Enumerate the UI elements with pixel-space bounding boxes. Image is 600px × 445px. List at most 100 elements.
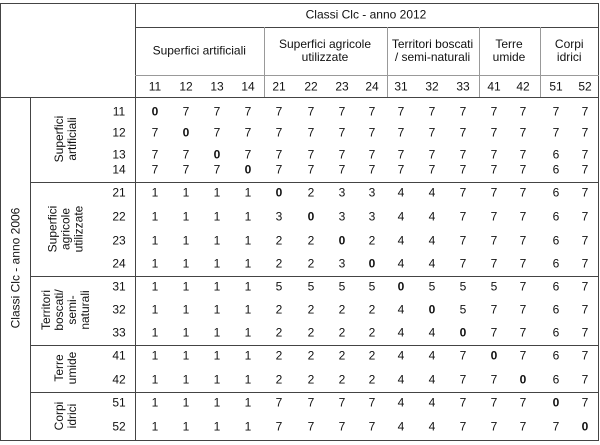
cell: 1 [182, 419, 190, 434]
cell: 7 [581, 185, 589, 200]
col-code: 32 [425, 79, 439, 94]
cell: 7 [151, 147, 159, 162]
col-group-label: Corpi idrici [554, 37, 584, 64]
cell: 1 [182, 233, 190, 248]
cell: 5 [275, 279, 283, 294]
col-group-divider [478, 27, 480, 97]
cell: 0 [397, 279, 405, 294]
row-code: 21 [112, 185, 126, 200]
cell: 3 [368, 209, 376, 224]
cell: 7 [368, 162, 376, 177]
cell: 7 [338, 104, 346, 119]
col-code: 13 [210, 79, 224, 94]
cell: 7 [307, 162, 315, 177]
cell: 7 [459, 348, 467, 363]
cell: 1 [151, 185, 159, 200]
cell: 7 [490, 395, 498, 410]
cell: 7 [428, 125, 436, 140]
cell: 7 [459, 395, 467, 410]
cell: 7 [490, 302, 498, 317]
col-code: 11 [148, 79, 162, 94]
cell: 1 [151, 395, 159, 410]
cell: 4 [428, 233, 436, 248]
cell: 7 [552, 419, 560, 434]
cell: 2 [368, 302, 376, 317]
cell: 7 [368, 147, 376, 162]
cell: 7 [581, 209, 589, 224]
row-code: 51 [112, 395, 126, 410]
cell: 2 [307, 256, 315, 271]
cell: 7 [151, 125, 159, 140]
cell: 5 [307, 279, 315, 294]
cell: 7 [428, 147, 436, 162]
cell: 1 [182, 256, 190, 271]
row-group-label: Superfici agricole utilizzate [45, 205, 86, 252]
cell: 7 [213, 104, 221, 119]
cell: 7 [490, 209, 498, 224]
cell: 1 [182, 302, 190, 317]
cell: 4 [397, 256, 405, 271]
cell: 4 [428, 256, 436, 271]
cell: 7 [151, 162, 159, 177]
cell: 1 [213, 279, 221, 294]
cell: 7 [519, 162, 527, 177]
cell: 7 [459, 233, 467, 248]
cell: 5 [368, 279, 376, 294]
cell: 0 [182, 125, 190, 140]
cell: 5 [459, 279, 467, 294]
border [598, 3, 599, 441]
cell: 7 [275, 162, 283, 177]
cell: 1 [151, 302, 159, 317]
cell: 7 [581, 348, 589, 363]
cell: 1 [244, 302, 252, 317]
row-code: 24 [112, 256, 126, 271]
cell: 7 [490, 185, 498, 200]
divider [135, 3, 136, 441]
cell: 4 [428, 209, 436, 224]
cell: 6 [552, 233, 560, 248]
cell: 0 [368, 256, 376, 271]
cell: 6 [552, 147, 560, 162]
cell: 0 [428, 302, 436, 317]
cell: 1 [151, 256, 159, 271]
cell: 1 [151, 209, 159, 224]
cell: 7 [459, 372, 467, 387]
cell: 2 [368, 233, 376, 248]
row-title: Classi Clc - anno 2006 [8, 207, 23, 329]
cell: 7 [519, 256, 527, 271]
cell: 1 [182, 372, 190, 387]
col-code: 24 [365, 79, 379, 94]
cell: 3 [368, 185, 376, 200]
cell: 5 [338, 279, 346, 294]
cell: 7 [275, 104, 283, 119]
row-group-divider [30, 391, 599, 393]
cell: 7 [459, 125, 467, 140]
cell: 7 [490, 419, 498, 434]
cell: 1 [182, 325, 190, 340]
cell: 1 [244, 209, 252, 224]
cell: 2 [307, 372, 315, 387]
cell: 1 [151, 279, 159, 294]
cell: 6 [552, 185, 560, 200]
cell: 0 [151, 104, 159, 119]
divider [30, 97, 31, 441]
cell: 7 [519, 125, 527, 140]
border [0, 440, 599, 441]
cell: 7 [244, 147, 252, 162]
cell: 4 [397, 185, 405, 200]
col-group-label: Superfici artificiali [152, 43, 246, 58]
cell: 2 [275, 302, 283, 317]
cell: 0 [581, 419, 589, 434]
row-code: 41 [112, 348, 126, 363]
row-group-divider [30, 275, 599, 277]
row-group-label: Corpi idrici [52, 401, 79, 431]
divider [135, 75, 599, 76]
cell: 7 [459, 209, 467, 224]
cell: 1 [244, 395, 252, 410]
cell: 4 [397, 419, 405, 434]
cell: 1 [182, 348, 190, 363]
cell: 1 [244, 185, 252, 200]
cell: 1 [151, 325, 159, 340]
cell: 1 [151, 372, 159, 387]
cell: 1 [244, 372, 252, 387]
